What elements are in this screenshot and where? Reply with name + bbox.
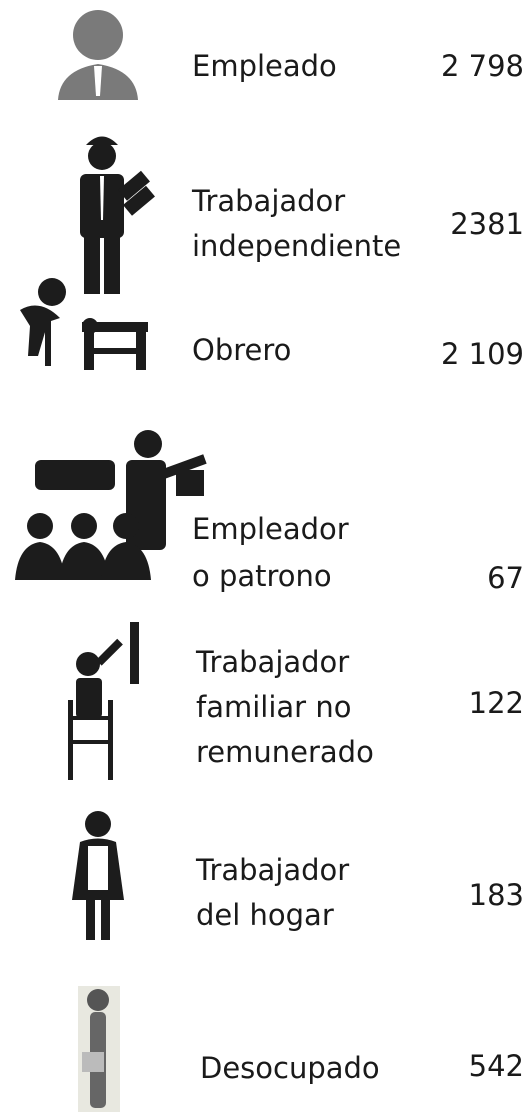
- row-label: remunerado: [196, 735, 374, 769]
- icon-laborer: [20, 278, 148, 370]
- row-label: Trabajador: [191, 184, 345, 218]
- row-label: Trabajador: [195, 853, 349, 887]
- row-label: Empleador: [192, 512, 349, 546]
- row-label: o patrono: [192, 559, 332, 593]
- icon-independent-worker: [80, 136, 155, 294]
- icon-unemployed: [78, 986, 120, 1112]
- row-label: independiente: [192, 229, 401, 263]
- row-value: 67: [487, 561, 524, 595]
- row-value: 2381: [450, 207, 524, 241]
- row-label: Obrero: [192, 333, 291, 367]
- row-value: 542: [469, 1049, 524, 1083]
- icon-family-worker: [68, 622, 139, 780]
- row-value: 183: [469, 878, 524, 912]
- row-value: 122: [469, 686, 524, 720]
- row-label: Trabajador: [195, 645, 349, 679]
- icon-domestic-worker: [72, 811, 124, 940]
- row-value: 2 798: [441, 49, 524, 83]
- row-value: 2 109: [441, 337, 524, 371]
- row-label: familiar no: [196, 690, 351, 724]
- row-label: del hogar: [196, 898, 334, 932]
- row-label: Empleado: [192, 49, 337, 83]
- icon-employer: [15, 430, 207, 580]
- row-label: Desocupado: [200, 1051, 380, 1085]
- icon-employee: [58, 10, 138, 100]
